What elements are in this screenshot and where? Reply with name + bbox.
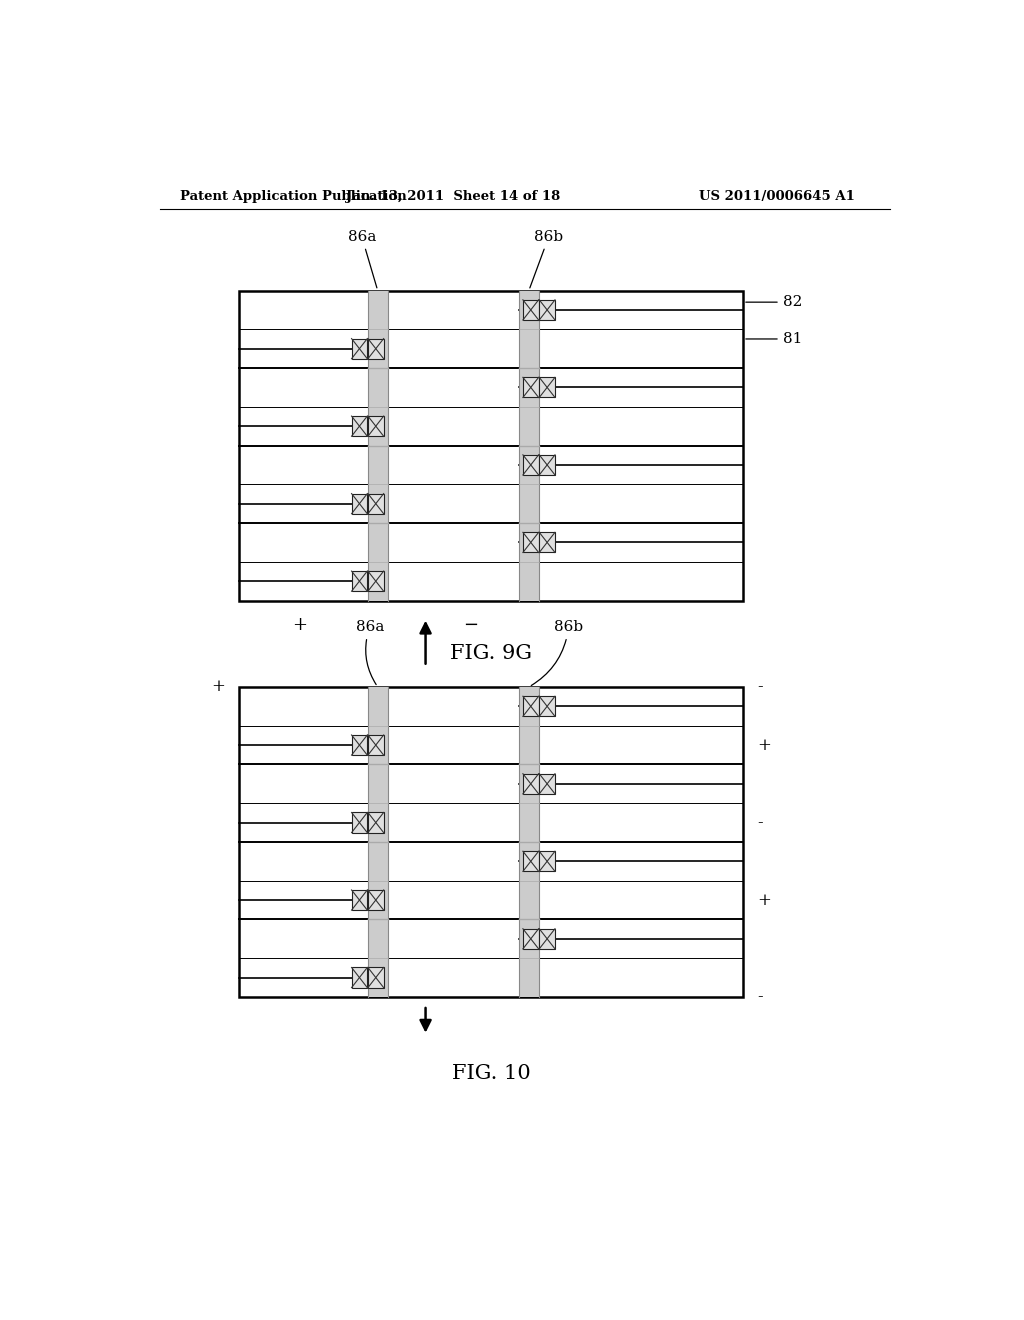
Bar	[351, 968, 368, 987]
Bar	[368, 572, 384, 591]
Text: -: -	[758, 989, 763, 1006]
Bar	[540, 532, 555, 553]
Bar	[368, 813, 384, 833]
Bar	[368, 339, 384, 359]
Bar	[523, 532, 539, 553]
Bar	[240, 290, 743, 601]
Bar	[540, 696, 555, 717]
Bar	[368, 686, 388, 997]
Bar	[351, 494, 368, 513]
Text: -: -	[758, 814, 763, 832]
Bar	[540, 851, 555, 871]
Bar	[351, 416, 368, 436]
Bar	[523, 696, 539, 717]
Bar	[368, 290, 388, 601]
Text: Patent Application Publication: Patent Application Publication	[179, 190, 407, 202]
Bar	[540, 929, 555, 949]
Bar	[523, 774, 539, 793]
Bar	[351, 735, 368, 755]
Text: +: +	[758, 737, 771, 754]
Bar	[523, 300, 539, 319]
Bar	[540, 300, 555, 319]
Bar	[368, 968, 384, 987]
Bar	[523, 455, 539, 475]
Bar	[519, 290, 539, 601]
Text: −: −	[463, 616, 478, 634]
Bar	[368, 890, 384, 909]
Bar	[368, 416, 384, 436]
Bar	[540, 455, 555, 475]
Text: +: +	[292, 616, 307, 634]
Text: Jan. 13, 2011  Sheet 14 of 18: Jan. 13, 2011 Sheet 14 of 18	[346, 190, 560, 202]
Bar	[351, 339, 368, 359]
Bar	[351, 890, 368, 909]
Text: -: -	[758, 678, 763, 696]
Text: 81: 81	[745, 331, 802, 346]
Text: FIG. 10: FIG. 10	[452, 1064, 530, 1082]
Text: +: +	[758, 891, 771, 908]
Bar	[523, 851, 539, 871]
Text: 82: 82	[745, 296, 802, 309]
Bar	[351, 813, 368, 833]
Text: US 2011/0006645 A1: US 2011/0006645 A1	[699, 190, 855, 202]
Text: FIG. 9G: FIG. 9G	[451, 644, 532, 663]
Bar	[368, 494, 384, 513]
Bar	[523, 378, 539, 397]
Text: 86b: 86b	[529, 230, 563, 288]
Bar	[368, 735, 384, 755]
Bar	[540, 774, 555, 793]
Bar	[523, 929, 539, 949]
Bar	[351, 572, 368, 591]
Text: +: +	[211, 678, 225, 696]
Text: 86b: 86b	[531, 620, 583, 685]
Text: 86a: 86a	[355, 620, 384, 685]
Bar	[540, 378, 555, 397]
Bar	[519, 686, 539, 997]
Bar	[240, 686, 743, 997]
Text: 86a: 86a	[347, 230, 377, 288]
